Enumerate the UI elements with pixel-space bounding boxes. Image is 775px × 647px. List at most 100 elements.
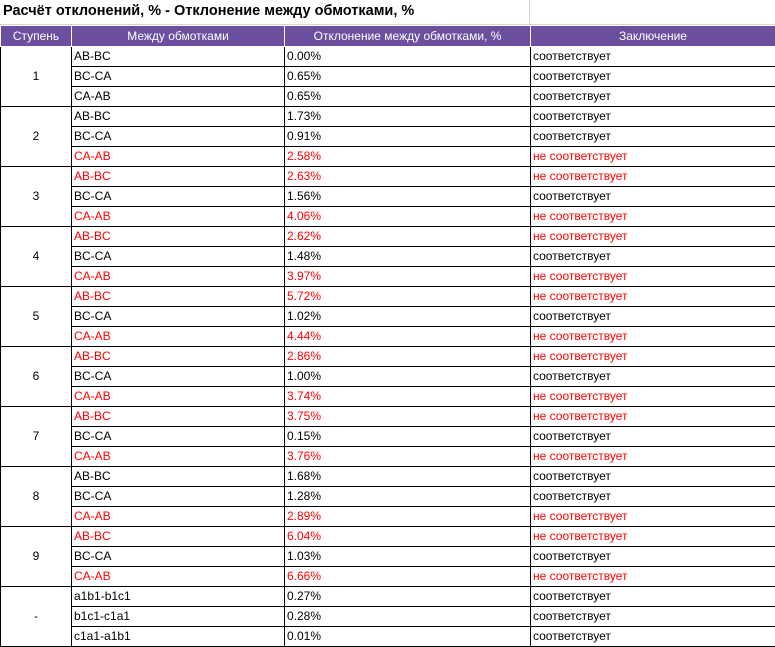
winding-pair-cell[interactable]: AB-BC <box>72 167 285 187</box>
deviation-cell[interactable]: 1.28% <box>285 487 531 507</box>
step-cell[interactable]: 8 <box>1 467 72 527</box>
deviation-cell[interactable]: 4.06% <box>285 207 531 227</box>
winding-pair-cell[interactable]: AB-BC <box>72 527 285 547</box>
conclusion-cell[interactable]: соответствует <box>531 487 775 507</box>
conclusion-cell[interactable]: не соответствует <box>531 227 775 247</box>
winding-pair-cell[interactable]: BC-CA <box>72 487 285 507</box>
step-cell[interactable]: 4 <box>1 227 72 287</box>
winding-pair-cell[interactable]: CA-AB <box>72 387 285 407</box>
conclusion-cell[interactable]: не соответствует <box>531 167 775 187</box>
deviation-cell[interactable]: 2.62% <box>285 227 531 247</box>
deviation-cell[interactable]: 0.65% <box>285 87 531 107</box>
winding-pair-cell[interactable]: CA-AB <box>72 327 285 347</box>
conclusion-cell[interactable]: соответствует <box>531 87 775 107</box>
winding-pair-cell[interactable]: AB-BC <box>72 227 285 247</box>
deviation-cell[interactable]: 3.74% <box>285 387 531 407</box>
conclusion-cell[interactable]: не соответствует <box>531 347 775 367</box>
winding-pair-cell[interactable]: c1a1-a1b1 <box>72 627 285 647</box>
winding-pair-cell[interactable]: BC-CA <box>72 127 285 147</box>
deviation-cell[interactable]: 0.65% <box>285 67 531 87</box>
deviation-cell[interactable]: 1.48% <box>285 247 531 267</box>
conclusion-cell[interactable]: соответствует <box>531 367 775 387</box>
conclusion-cell[interactable]: не соответствует <box>531 267 775 287</box>
step-cell[interactable]: 6 <box>1 347 72 407</box>
conclusion-cell[interactable]: не соответствует <box>531 327 775 347</box>
winding-pair-cell[interactable]: BC-CA <box>72 427 285 447</box>
deviation-cell[interactable]: 3.76% <box>285 447 531 467</box>
conclusion-cell[interactable]: не соответствует <box>531 207 775 227</box>
step-cell[interactable]: - <box>1 587 72 647</box>
winding-pair-cell[interactable]: AB-BC <box>72 407 285 427</box>
winding-pair-cell[interactable]: a1b1-b1c1 <box>72 587 285 607</box>
winding-pair-cell[interactable]: BC-CA <box>72 187 285 207</box>
step-cell[interactable]: 3 <box>1 167 72 227</box>
conclusion-cell[interactable]: не соответствует <box>531 527 775 547</box>
deviation-cell[interactable]: 0.00% <box>285 47 531 67</box>
conclusion-cell[interactable]: соответствует <box>531 307 775 327</box>
winding-pair-cell[interactable]: CA-AB <box>72 507 285 527</box>
winding-pair-cell[interactable]: AB-BC <box>72 467 285 487</box>
deviation-cell[interactable]: 0.27% <box>285 587 531 607</box>
deviation-cell[interactable]: 1.03% <box>285 547 531 567</box>
deviation-cell[interactable]: 1.68% <box>285 467 531 487</box>
conclusion-cell[interactable]: соответствует <box>531 467 775 487</box>
conclusion-cell[interactable]: не соответствует <box>531 567 775 587</box>
conclusion-cell[interactable]: не соответствует <box>531 287 775 307</box>
conclusion-cell[interactable]: соответствует <box>531 607 775 627</box>
step-cell[interactable]: 1 <box>1 47 72 107</box>
header-winding-pair[interactable]: Между обмотками <box>72 26 285 47</box>
deviation-cell[interactable]: 2.58% <box>285 147 531 167</box>
step-cell[interactable]: 9 <box>1 527 72 587</box>
winding-pair-cell[interactable]: CA-AB <box>72 447 285 467</box>
conclusion-cell[interactable]: не соответствует <box>531 147 775 167</box>
deviation-cell[interactable]: 4.44% <box>285 327 531 347</box>
deviation-cell[interactable]: 2.89% <box>285 507 531 527</box>
deviation-cell[interactable]: 3.97% <box>285 267 531 287</box>
conclusion-cell[interactable]: соответствует <box>531 427 775 447</box>
conclusion-cell[interactable]: не соответствует <box>531 407 775 427</box>
deviation-cell[interactable]: 2.63% <box>285 167 531 187</box>
conclusion-cell[interactable]: соответствует <box>531 247 775 267</box>
deviation-cell[interactable]: 1.56% <box>285 187 531 207</box>
winding-pair-cell[interactable]: b1c1-c1a1 <box>72 607 285 627</box>
step-cell[interactable]: 5 <box>1 287 72 347</box>
deviation-cell[interactable]: 0.01% <box>285 627 531 647</box>
winding-pair-cell[interactable]: BC-CA <box>72 547 285 567</box>
conclusion-cell[interactable]: соответствует <box>531 67 775 87</box>
winding-pair-cell[interactable]: CA-AB <box>72 147 285 167</box>
winding-pair-cell[interactable]: BC-CA <box>72 67 285 87</box>
conclusion-cell[interactable]: не соответствует <box>531 447 775 467</box>
conclusion-cell[interactable]: соответствует <box>531 547 775 567</box>
deviation-cell[interactable]: 0.28% <box>285 607 531 627</box>
winding-pair-cell[interactable]: CA-AB <box>72 87 285 107</box>
header-deviation[interactable]: Отклонение между обмотками, % <box>285 26 531 47</box>
deviation-cell[interactable]: 0.15% <box>285 427 531 447</box>
winding-pair-cell[interactable]: AB-BC <box>72 347 285 367</box>
conclusion-cell[interactable]: не соответствует <box>531 507 775 527</box>
deviation-cell[interactable]: 1.73% <box>285 107 531 127</box>
step-cell[interactable]: 2 <box>1 107 72 167</box>
conclusion-cell[interactable]: соответствует <box>531 627 775 647</box>
deviation-cell[interactable]: 6.04% <box>285 527 531 547</box>
header-conclusion[interactable]: Заключение <box>531 26 775 47</box>
winding-pair-cell[interactable]: AB-BC <box>72 287 285 307</box>
conclusion-cell[interactable]: соответствует <box>531 107 775 127</box>
header-step[interactable]: Ступень <box>1 26 72 47</box>
winding-pair-cell[interactable]: BC-CA <box>72 367 285 387</box>
winding-pair-cell[interactable]: CA-AB <box>72 207 285 227</box>
deviation-cell[interactable]: 0.91% <box>285 127 531 147</box>
conclusion-cell[interactable]: соответствует <box>531 187 775 207</box>
conclusion-cell[interactable]: соответствует <box>531 47 775 67</box>
winding-pair-cell[interactable]: BC-CA <box>72 307 285 327</box>
winding-pair-cell[interactable]: CA-AB <box>72 267 285 287</box>
deviation-cell[interactable]: 3.75% <box>285 407 531 427</box>
deviation-cell[interactable]: 6.66% <box>285 567 531 587</box>
winding-pair-cell[interactable]: AB-BC <box>72 107 285 127</box>
deviation-cell[interactable]: 1.00% <box>285 367 531 387</box>
conclusion-cell[interactable]: не соответствует <box>531 387 775 407</box>
winding-pair-cell[interactable]: AB-BC <box>72 47 285 67</box>
deviation-cell[interactable]: 1.02% <box>285 307 531 327</box>
deviation-cell[interactable]: 2.86% <box>285 347 531 367</box>
winding-pair-cell[interactable]: BC-CA <box>72 247 285 267</box>
conclusion-cell[interactable]: соответствует <box>531 127 775 147</box>
